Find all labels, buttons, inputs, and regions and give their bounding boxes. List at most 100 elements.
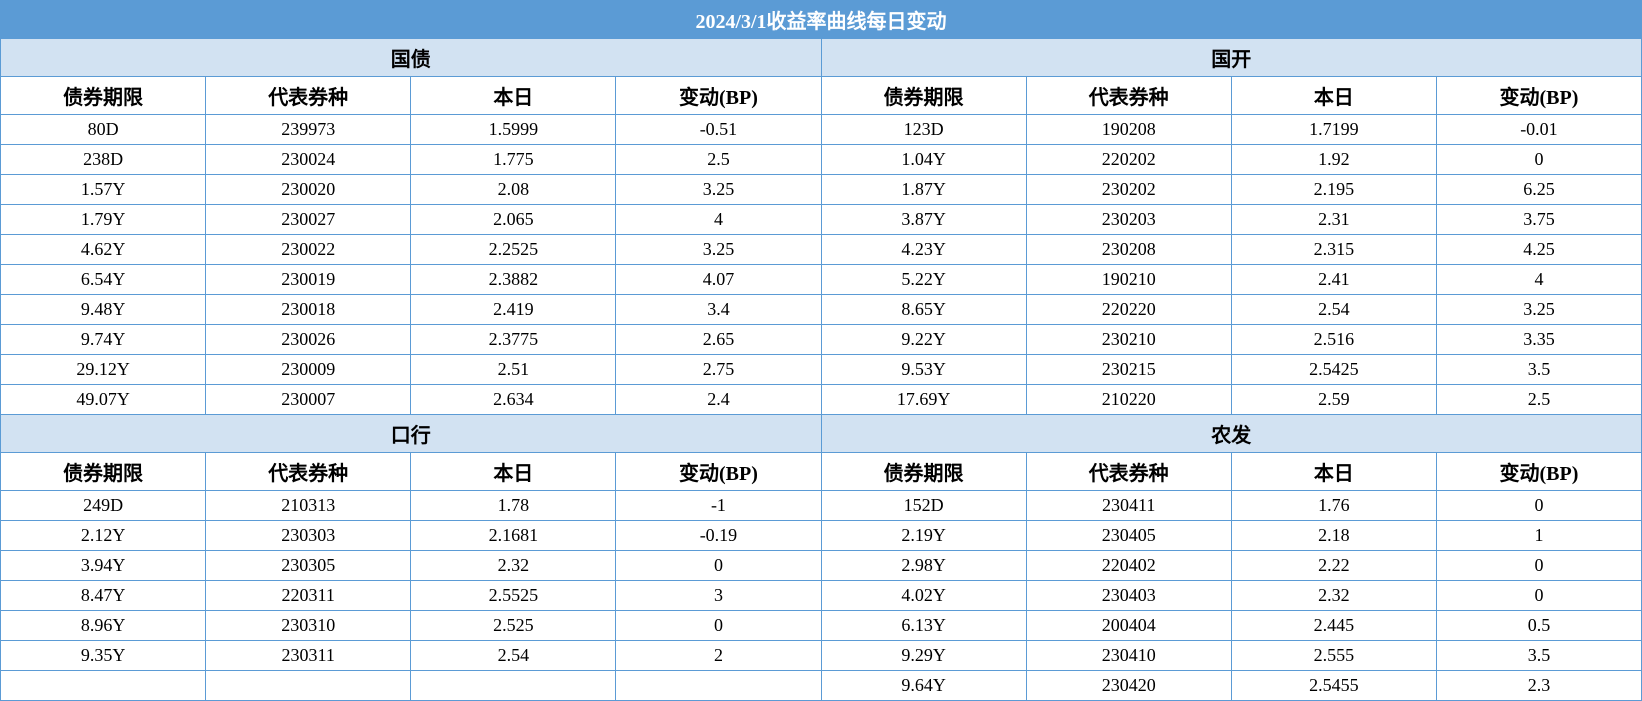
table-cell: 3.5 [1436,641,1641,671]
table-cell: 8.96Y [1,611,206,641]
table-cell: 2.516 [1231,325,1436,355]
table-cell: 230410 [1026,641,1231,671]
column-header: 变动(BP) [1436,453,1641,491]
table-cell: 2.51 [411,355,616,385]
table-cell: 3.87Y [821,205,1026,235]
table-title: 2024/3/1收益率曲线每日变动 [1,1,1642,39]
table-cell: 230210 [1026,325,1231,355]
table-cell: 1.79Y [1,205,206,235]
table-cell: 210313 [206,491,411,521]
table-cell: 2.3775 [411,325,616,355]
column-header: 债券期限 [1,453,206,491]
table-cell: 0 [1436,145,1641,175]
column-header: 代表券种 [206,77,411,115]
table-cell: 1.92 [1231,145,1436,175]
table-cell: 2.5425 [1231,355,1436,385]
table-cell: 220402 [1026,551,1231,581]
table-cell: 230420 [1026,671,1231,701]
table-cell: 230022 [206,235,411,265]
table-cell: 9.64Y [821,671,1026,701]
table-cell: 230007 [206,385,411,415]
table-cell: 2.2525 [411,235,616,265]
table-cell: 2.54 [1231,295,1436,325]
table-cell: 3.35 [1436,325,1641,355]
table-cell: -0.19 [616,521,821,551]
column-header: 变动(BP) [616,453,821,491]
table-cell: 2.525 [411,611,616,641]
table-cell: 230027 [206,205,411,235]
table-cell: 200404 [1026,611,1231,641]
section-name-left: 国债 [1,39,822,77]
yield-curve-table: 2024/3/1收益率曲线每日变动国债国开债券期限代表券种本日变动(BP)债券期… [0,0,1642,701]
table-cell: 2.08 [411,175,616,205]
table-cell: 230026 [206,325,411,355]
table-cell: 1.76 [1231,491,1436,521]
table-cell: 239973 [206,115,411,145]
table-cell: 230403 [1026,581,1231,611]
table-cell: 4.62Y [1,235,206,265]
column-header: 本日 [411,77,616,115]
table-cell: 2.065 [411,205,616,235]
table-cell: -1 [616,491,821,521]
table-cell: 220202 [1026,145,1231,175]
table-cell: 2.5 [616,145,821,175]
column-header: 变动(BP) [1436,77,1641,115]
table-cell: 3.4 [616,295,821,325]
section-name-left: 口行 [1,415,822,453]
table-cell [411,671,616,701]
table-cell: 9.29Y [821,641,1026,671]
table-cell: 2.445 [1231,611,1436,641]
table-cell: 230208 [1026,235,1231,265]
table-cell: 238D [1,145,206,175]
column-header: 本日 [1231,77,1436,115]
column-header: 本日 [411,453,616,491]
table-cell: 9.35Y [1,641,206,671]
table-cell: 2.195 [1231,175,1436,205]
column-header: 本日 [1231,453,1436,491]
table-cell: 4.23Y [821,235,1026,265]
table-cell: 2.75 [616,355,821,385]
table-cell: 2.22 [1231,551,1436,581]
column-header: 变动(BP) [616,77,821,115]
table-cell: 5.22Y [821,265,1026,295]
table-cell: 6.13Y [821,611,1026,641]
table-cell: -0.51 [616,115,821,145]
table-cell: 2.555 [1231,641,1436,671]
table-cell: 2.19Y [821,521,1026,551]
table-cell: 3 [616,581,821,611]
column-header: 债券期限 [1,77,206,115]
table-cell: 1.04Y [821,145,1026,175]
column-header: 债券期限 [821,77,1026,115]
table-cell: 220220 [1026,295,1231,325]
table-cell: 220311 [206,581,411,611]
table-cell: 6.25 [1436,175,1641,205]
table-cell: 230310 [206,611,411,641]
table-cell: 0 [1436,491,1641,521]
table-cell: 3.75 [1436,205,1641,235]
table-cell: 210220 [1026,385,1231,415]
table-cell: 4 [616,205,821,235]
column-header: 代表券种 [1026,453,1231,491]
table-cell [616,671,821,701]
table-cell: 2.32 [411,551,616,581]
table-cell [1,671,206,701]
column-header: 债券期限 [821,453,1026,491]
table-cell: 152D [821,491,1026,521]
table-cell: 1.78 [411,491,616,521]
table-cell: 2.634 [411,385,616,415]
table-cell: 2.3 [1436,671,1641,701]
table-cell: 9.22Y [821,325,1026,355]
table-cell: 0 [616,611,821,641]
table-cell: 230019 [206,265,411,295]
table-cell: 2.18 [1231,521,1436,551]
table-cell: 17.69Y [821,385,1026,415]
table-cell: 230311 [206,641,411,671]
table-cell: 2.4 [616,385,821,415]
table-cell: 2.12Y [1,521,206,551]
table-cell: 3.25 [1436,295,1641,325]
table-cell: 1.87Y [821,175,1026,205]
table-cell: 1 [1436,521,1641,551]
table-cell: 2.419 [411,295,616,325]
table-cell: 4.02Y [821,581,1026,611]
column-header: 代表券种 [206,453,411,491]
